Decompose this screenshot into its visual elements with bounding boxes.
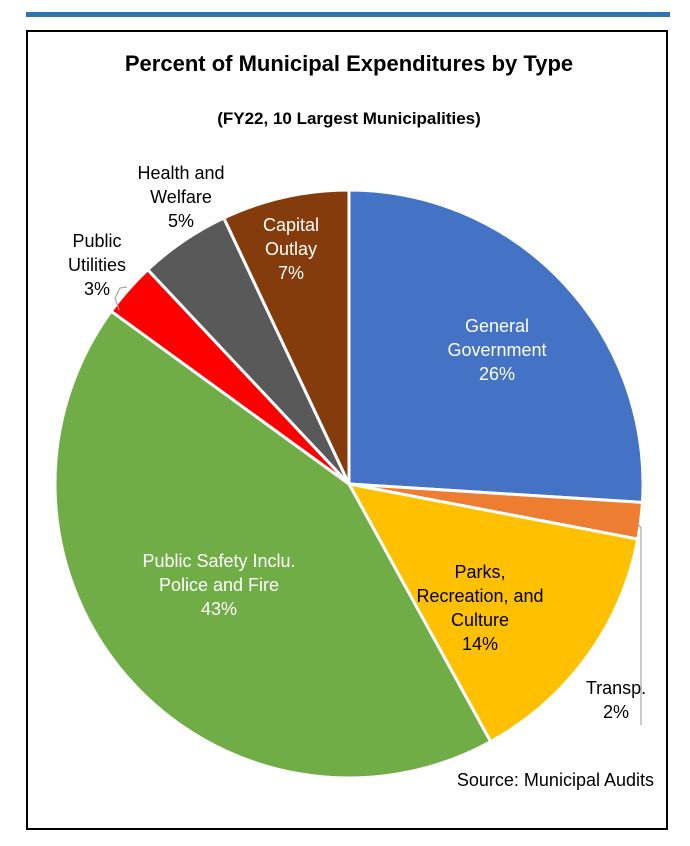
slice-label-line: Capital: [263, 215, 319, 235]
pie-slice-public-safety: [53, 309, 493, 780]
slice-label-line: 43%: [201, 599, 237, 619]
slice-label-line: Welfare: [150, 187, 212, 207]
slice-label-transp: Transp. 2%: [586, 678, 646, 722]
slice-label-line: 2%: [603, 702, 629, 722]
pie-slice-capital-outlay: [222, 188, 351, 486]
slice-label-line: General: [465, 316, 529, 336]
slice-label-line: 7%: [278, 263, 304, 283]
slice-label-line: Utilities: [68, 255, 126, 275]
slice-label-line: 14%: [462, 634, 498, 654]
source-note: Source: Municipal Audits: [456, 770, 654, 790]
chart-frame: [26, 30, 668, 830]
slice-label-line: 26%: [479, 364, 515, 384]
slice-label-line: Government: [447, 340, 546, 360]
slice-label-line: Transp.: [586, 678, 646, 698]
slice-label-line: Recreation, and: [416, 586, 543, 606]
slice-label-line: Public: [72, 231, 121, 251]
slice-label-parks-recreation-culture: Parks, Recreation, and Culture 14%: [416, 562, 543, 654]
leader-line-transp: [636, 522, 642, 725]
chart-title: Percent of Municipal Expenditures by Typ…: [124, 51, 574, 76]
slice-label-line: Culture: [451, 610, 509, 630]
slice-label-capital-outlay: Capital Outlay 7%: [263, 215, 319, 283]
slice-label-line: Health and: [137, 163, 224, 183]
slice-label-health-welfare: Health and Welfare 5%: [137, 163, 224, 231]
slice-label-public-utilities: Public Utilities 3%: [68, 231, 126, 299]
slice-label-public-safety: Public Safety Inclu. Police and Fire 43%: [142, 551, 295, 619]
pie-slice-general-government: [347, 188, 645, 504]
chart-subtitle: (FY22, 10 Largest Municipalities): [217, 109, 481, 128]
slice-label-general-government: General Government 26%: [447, 316, 546, 384]
slice-label-line: 3%: [84, 279, 110, 299]
slice-label-line: Parks,: [454, 562, 505, 582]
slice-label-line: Public Safety Inclu.: [142, 551, 295, 571]
pie-slice-parks-recreation-culture: [347, 482, 640, 744]
slice-label-line: Police and Fire: [159, 575, 279, 595]
slice-label-line: Outlay: [265, 239, 317, 259]
slice-label-line: 5%: [168, 211, 194, 231]
leader-line-public-utilities: [114, 286, 128, 311]
top-rule: [26, 12, 670, 17]
